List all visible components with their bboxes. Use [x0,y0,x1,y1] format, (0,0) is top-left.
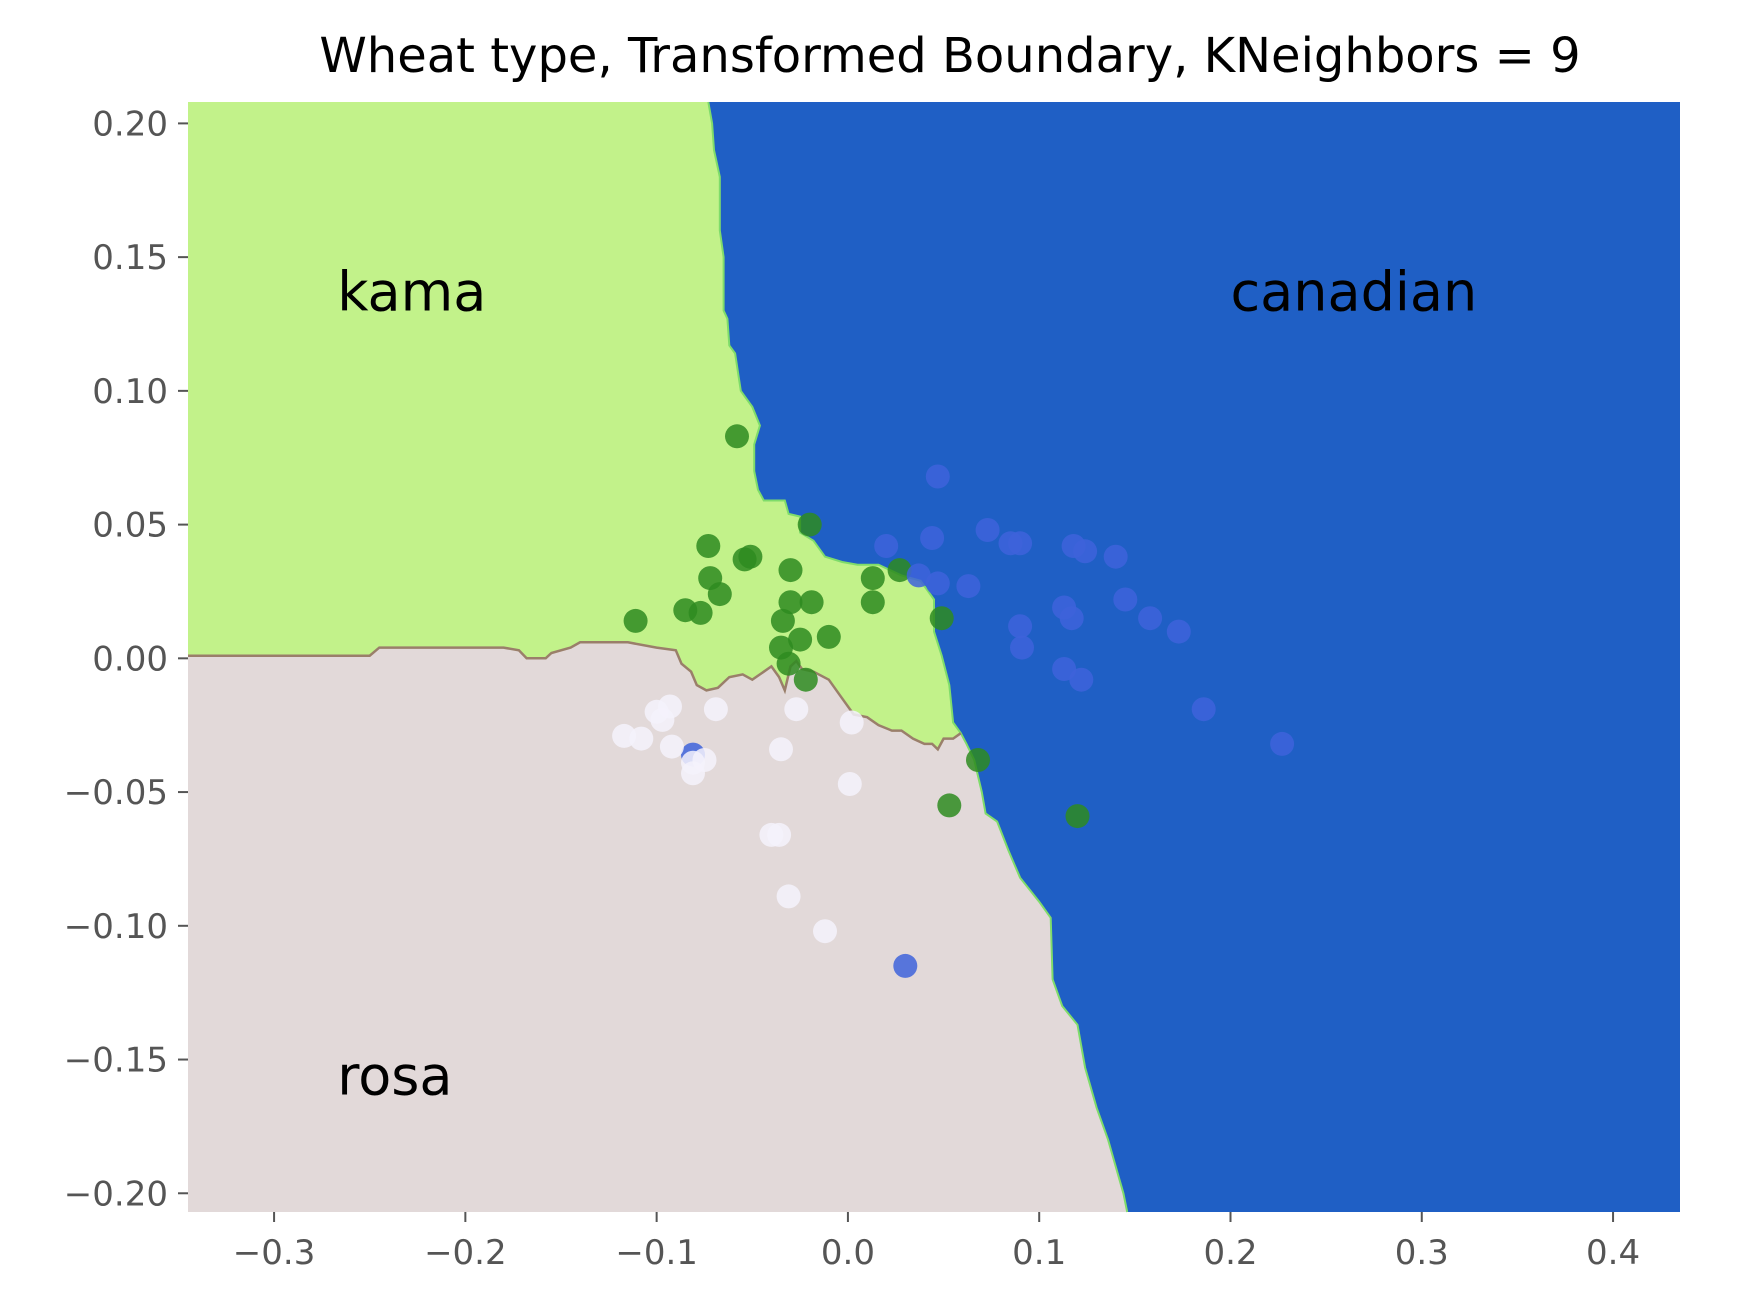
point-kama [707,582,732,607]
point-kama [797,512,822,537]
point-canadian [1113,587,1138,612]
y-tick-label: 0.00 [92,639,168,679]
point-canadian [1059,606,1084,631]
point-canadian [925,464,950,489]
point-kama [937,793,962,818]
point-kama [793,667,818,692]
plot-area: kama canadian rosa [188,101,1680,1213]
data-points [612,424,1295,978]
y-tick-label: 0.15 [92,238,168,278]
point-canadian [956,574,981,599]
point-rosa [784,697,809,722]
y-tick-label: −0.05 [64,773,168,813]
point-kama [887,558,912,583]
point-kama [778,558,803,583]
point-canadian [1270,731,1295,756]
point-rosa [837,772,862,796]
y-axis: 0.20 0.15 0.10 0.05 0.00 −0.05 −0.10 −0.15 −0.20 [64,104,188,1214]
y-tick-label: −0.20 [64,1174,168,1214]
x-tick-label: −0.1 [615,1233,698,1273]
x-tick-label: −0.3 [233,1233,316,1273]
point-kama [696,534,721,558]
point-canadian [874,534,899,558]
point-canadian [925,571,950,596]
point-rosa [650,707,675,732]
y-tick-label: −0.15 [64,1041,168,1081]
point-canadian [1073,539,1098,564]
point-canadian [1069,667,1094,692]
point-kama [799,590,824,615]
point-canadian [1166,619,1191,644]
point-kama [623,608,648,633]
point-canadian [906,563,931,588]
point-kama [966,748,990,772]
boundary-kama-rosa [188,641,962,752]
point-kama [738,544,763,569]
point-rosa [813,919,837,944]
point-kama [1065,804,1090,829]
region-label-canadian: canadian [1230,261,1477,324]
point-kama [860,590,885,615]
region-labels: kama canadian rosa [337,261,1477,1108]
region-rosa [188,642,1128,1212]
point-rosa [767,822,792,847]
x-tick-label: 0.4 [1586,1233,1640,1273]
y-tick-label: 0.10 [92,372,168,412]
point-rosa [681,761,705,786]
point-canadian [1103,544,1128,569]
x-tick-label: 0.1 [1012,1233,1066,1273]
point-kama [776,651,801,676]
point-canadian [1008,531,1033,556]
point-kama [770,608,795,633]
x-tick-label: 0.3 [1395,1233,1449,1273]
region-kama [188,102,961,750]
point-rosa [659,734,684,759]
point-kama [688,600,713,625]
x-tick-label: 0.2 [1203,1233,1257,1273]
point-canadian [1052,657,1077,681]
point-kama [860,566,885,591]
point-canadian [893,953,918,978]
chart-title: Wheat type, Transformed Boundary, KNeigh… [319,28,1580,84]
x-axis: −0.3 −0.2 −0.1 0.0 0.1 0.2 0.3 0.4 [233,1212,1640,1273]
y-tick-label: 0.05 [92,506,168,546]
y-tick-label: −0.10 [64,907,168,947]
point-rosa [839,710,864,735]
point-kama [816,624,841,649]
point-canadian [975,518,1000,542]
point-canadian [1138,606,1163,631]
y-tick-label: 0.20 [92,104,168,144]
region-label-kama: kama [337,261,486,324]
point-kama [778,590,803,615]
point-canadian [1191,697,1216,722]
x-tick-label: 0.0 [821,1233,875,1273]
region-label-rosa: rosa [337,1044,452,1107]
point-kama [788,627,813,652]
point-rosa [769,737,793,762]
point-rosa [776,884,801,909]
point-canadian [1008,614,1033,639]
point-canadian [1010,635,1034,660]
point-kama [725,424,749,449]
point-canadian [920,526,945,550]
point-rosa [629,726,654,751]
point-rosa [703,697,728,722]
x-tick-label: −0.2 [424,1233,507,1273]
point-kama [929,606,954,631]
